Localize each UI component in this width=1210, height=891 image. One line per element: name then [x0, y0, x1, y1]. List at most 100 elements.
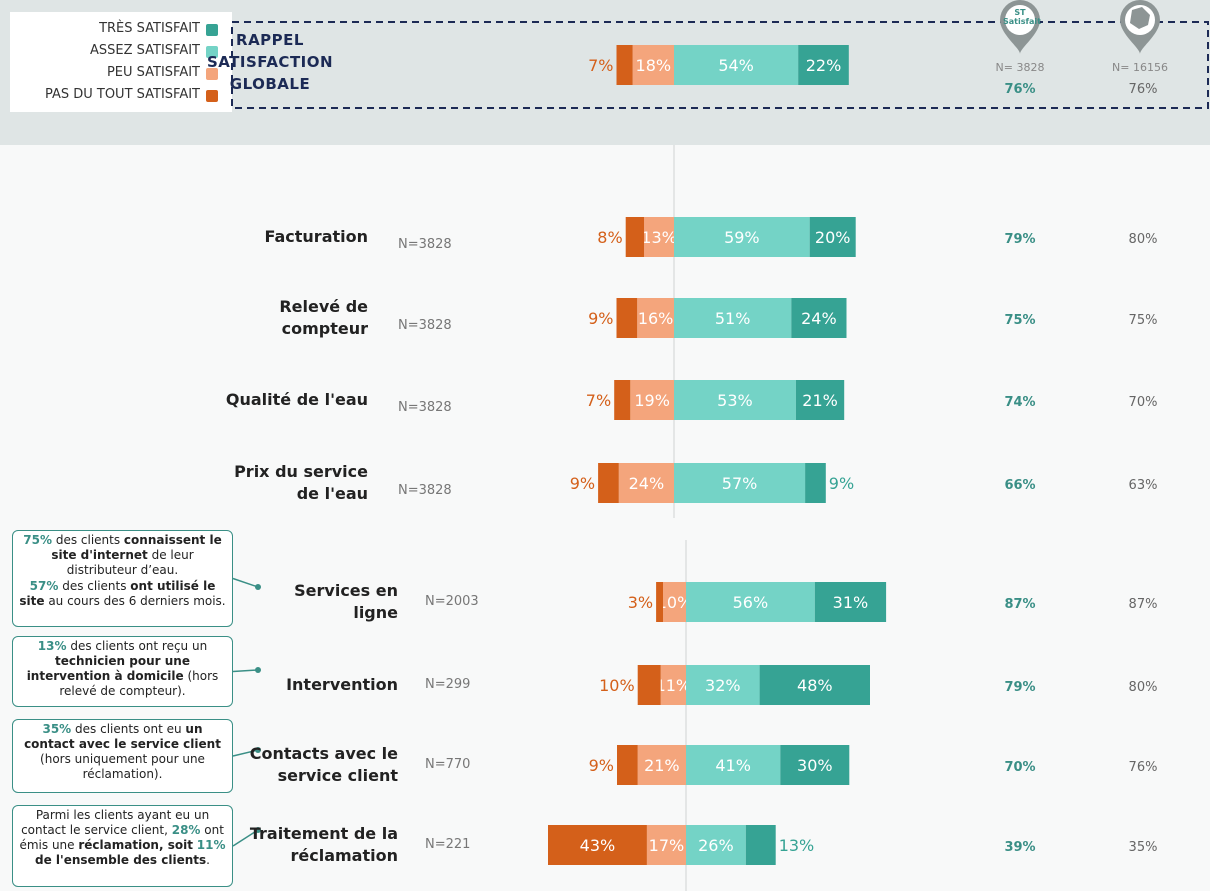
recall-frame — [231, 21, 1209, 109]
value-label: 59% — [724, 228, 760, 247]
category-label: Traitement de la réclamation — [249, 824, 398, 865]
value-label: 21% — [802, 391, 838, 410]
value-label: 8% — [597, 228, 622, 247]
bar-segment — [616, 45, 633, 85]
value-label: 24% — [801, 309, 837, 328]
column-value: 70% — [1004, 760, 1035, 775]
note-text: 75% — [23, 533, 53, 547]
note-text: ont utilisé le site — [19, 579, 216, 608]
value-label: 3% — [628, 593, 653, 612]
bar-segment — [674, 380, 796, 420]
bar-segment — [637, 298, 674, 338]
value-label: 30% — [797, 756, 833, 775]
column-value: 75% — [1129, 313, 1158, 328]
bar-segment — [674, 298, 792, 338]
value-label: 10% — [657, 593, 693, 612]
bar-segment — [809, 217, 856, 257]
note-text: 35% — [42, 722, 72, 736]
note-box: 13% des clients ont reçu un technicien p… — [12, 636, 233, 707]
bar-segment — [795, 380, 845, 420]
note-text: technicien pour une intervention à domic… — [26, 654, 190, 683]
value-label: 9% — [589, 756, 614, 775]
bar-segment — [686, 582, 815, 622]
category-label: Services en ligne — [294, 581, 398, 622]
legend-label: PEU SATISFAIT — [106, 65, 200, 80]
value-label: 18% — [636, 56, 672, 75]
note-text: des clients — [58, 579, 131, 593]
note-dot — [255, 667, 261, 673]
sample-size: N=221 — [425, 837, 471, 852]
note-text: ont émis une — [19, 823, 224, 852]
note-paragraph: 75% des clients connaissent le site d'in… — [17, 533, 228, 578]
value-label: 32% — [705, 676, 741, 695]
bar-segment — [674, 45, 799, 85]
column-value: 76% — [1129, 82, 1158, 97]
column-value: 70% — [1129, 395, 1158, 410]
bar-segment — [656, 582, 663, 622]
value-label: 11% — [656, 676, 692, 695]
bar-segment — [660, 665, 686, 705]
note-paragraph: Parmi les clients ayant eu un contact le… — [17, 808, 228, 868]
column-value: 35% — [1129, 840, 1158, 855]
legend-swatch — [206, 46, 218, 58]
legend-swatch — [206, 24, 218, 36]
sample-size: N=2003 — [425, 594, 479, 609]
france-icon — [1130, 7, 1150, 29]
column-value: 74% — [1004, 395, 1035, 410]
note-dot — [255, 584, 261, 590]
value-label: 19% — [634, 391, 670, 410]
bar-segment — [646, 825, 686, 865]
legend-label: TRÈS SATISFAIT — [99, 21, 200, 36]
bar-segment — [686, 745, 781, 785]
bar-segment — [548, 825, 647, 865]
bar-segment — [632, 45, 674, 85]
note-text: . — [206, 853, 210, 867]
bar-segment — [686, 825, 746, 865]
bar-segment — [791, 298, 847, 338]
bar-segment — [759, 665, 870, 705]
sample-size: N=299 — [425, 677, 471, 692]
bar-segment — [686, 665, 760, 705]
bar-segment — [625, 217, 645, 257]
bar-segment — [674, 217, 810, 257]
value-label: 17% — [649, 836, 685, 855]
value-label: 57% — [722, 474, 758, 493]
column-value: 63% — [1129, 478, 1158, 493]
note-text: Parmi les clients ayant eu un contact le… — [21, 808, 210, 837]
category-label: RAPPEL SATISFACTION GLOBALE — [206, 31, 334, 93]
note-connector — [232, 669, 259, 673]
value-label: 53% — [717, 391, 753, 410]
column-value: 79% — [1004, 232, 1035, 247]
note-paragraph: 13% des clients ont reçu un technicien p… — [17, 639, 228, 699]
note-connector — [232, 577, 259, 588]
bar-segment — [598, 463, 619, 503]
bar-segment — [637, 665, 661, 705]
bar-segment — [644, 217, 674, 257]
category-label: Qualité de l'eau — [225, 390, 368, 409]
value-label: 51% — [715, 309, 751, 328]
note-dot — [255, 827, 261, 833]
bar-segment — [616, 298, 638, 338]
bar-segment — [814, 582, 887, 622]
value-label: 10% — [599, 676, 635, 695]
column-value: 80% — [1129, 232, 1158, 247]
value-label: 54% — [718, 56, 754, 75]
column-n: N= 3828 — [995, 61, 1045, 74]
sample-size: N=3828 — [398, 318, 452, 333]
note-text: un contact avec le service client — [24, 722, 221, 751]
bar-segment — [674, 463, 806, 503]
value-label: 43% — [580, 836, 616, 855]
category-label: Relevé de compteur — [279, 297, 368, 338]
note-text: connaissent le site d'internet — [51, 533, 222, 562]
value-label: 56% — [733, 593, 769, 612]
column-value: 79% — [1004, 680, 1035, 695]
note-text: 11% — [196, 838, 226, 852]
sample-size: N=770 — [425, 757, 471, 772]
note-paragraph: 57% des clients ont utilisé le site au c… — [17, 579, 228, 609]
bar-segment — [745, 825, 776, 865]
bar-segment — [663, 582, 686, 622]
bar-segment — [780, 745, 850, 785]
value-label: 7% — [586, 391, 611, 410]
value-label: 9% — [829, 474, 854, 493]
note-connector — [232, 749, 259, 757]
